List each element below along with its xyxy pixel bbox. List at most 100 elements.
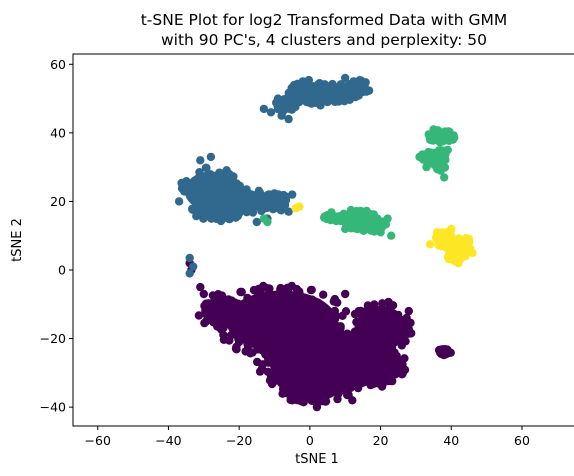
data-point (357, 374, 366, 383)
data-point (287, 291, 296, 300)
data-point (443, 145, 452, 155)
data-point (237, 287, 246, 297)
data-point (190, 204, 199, 213)
x-axis-ticks: −60 −40 −20 0 20 40 60 (85, 426, 530, 448)
chart-title-line-1: t-SNE Plot for log2 Transformed Data wit… (141, 11, 508, 29)
data-point (205, 209, 214, 219)
data-point (346, 90, 355, 99)
data-point (393, 315, 402, 325)
data-point (326, 214, 336, 223)
data-point (352, 362, 361, 372)
data-point (439, 235, 448, 244)
data-point (319, 363, 328, 372)
data-point (178, 180, 187, 189)
data-point (357, 343, 367, 352)
data-point (284, 114, 293, 124)
data-point (378, 362, 387, 372)
data-point (355, 77, 364, 86)
data-point (222, 170, 231, 179)
data-point (370, 227, 379, 236)
data-point (199, 214, 208, 223)
data-point (388, 301, 398, 310)
data-point (256, 322, 266, 332)
data-point (231, 344, 241, 353)
data-point (363, 329, 372, 338)
y-tick-label: 20 (50, 194, 66, 209)
data-point (314, 343, 323, 353)
data-point (267, 326, 276, 335)
data-point (215, 168, 224, 177)
data-point (321, 397, 330, 406)
data-point (372, 375, 381, 384)
data-point (265, 348, 274, 357)
data-point (447, 224, 456, 234)
data-point (330, 306, 339, 316)
data-point (280, 104, 289, 113)
data-point (258, 293, 268, 302)
data-point (202, 163, 211, 173)
data-point (288, 190, 297, 199)
data-point (349, 221, 358, 230)
data-point (384, 351, 393, 361)
y-axis-ticks: −40 −20 0 20 40 60 (40, 57, 73, 415)
data-point (299, 361, 308, 370)
data-point (281, 376, 291, 385)
data-point (312, 402, 322, 412)
data-point (185, 253, 194, 263)
data-point (436, 241, 445, 251)
data-point (436, 347, 445, 356)
x-tick-label: 0 (306, 433, 314, 448)
data-point (259, 104, 269, 114)
data-point (196, 156, 205, 165)
cluster-2-points (259, 125, 459, 240)
data-point (341, 73, 350, 83)
data-point (399, 323, 408, 333)
data-point (350, 338, 359, 348)
data-point (316, 101, 325, 110)
data-point (372, 330, 382, 340)
data-point (218, 198, 227, 207)
data-point (288, 396, 297, 405)
data-point (426, 135, 435, 144)
data-point (367, 322, 377, 331)
data-point (233, 299, 243, 308)
data-point (341, 289, 350, 299)
data-point (341, 224, 350, 234)
data-point (360, 307, 369, 316)
data-point (336, 216, 345, 226)
data-point (439, 128, 448, 138)
data-point (228, 201, 238, 210)
data-point (322, 89, 331, 98)
x-tick-label: 60 (514, 433, 530, 448)
data-point (454, 258, 463, 268)
x-tick-label: −40 (155, 433, 181, 448)
data-point (346, 209, 355, 218)
x-tick-label: −60 (85, 433, 111, 448)
data-point (281, 337, 291, 346)
data-point (301, 348, 310, 358)
data-point (298, 90, 308, 100)
data-point (436, 166, 445, 175)
data-point (330, 294, 340, 304)
data-point (206, 170, 215, 179)
data-point (306, 310, 316, 319)
data-point (432, 228, 442, 237)
data-point (280, 300, 289, 309)
data-point (206, 300, 216, 309)
data-point (415, 152, 424, 162)
data-point (196, 282, 205, 292)
data-point (464, 234, 474, 244)
data-point (280, 200, 290, 210)
data-point (285, 389, 294, 398)
data-point (349, 77, 358, 86)
data-point (369, 301, 378, 310)
data-point (461, 252, 470, 261)
data-point (258, 360, 267, 369)
data-point (219, 330, 228, 340)
data-point (273, 199, 282, 208)
x-tick-label: 20 (373, 433, 389, 448)
data-point (231, 186, 241, 196)
data-point (270, 376, 279, 386)
data-point (367, 347, 377, 357)
